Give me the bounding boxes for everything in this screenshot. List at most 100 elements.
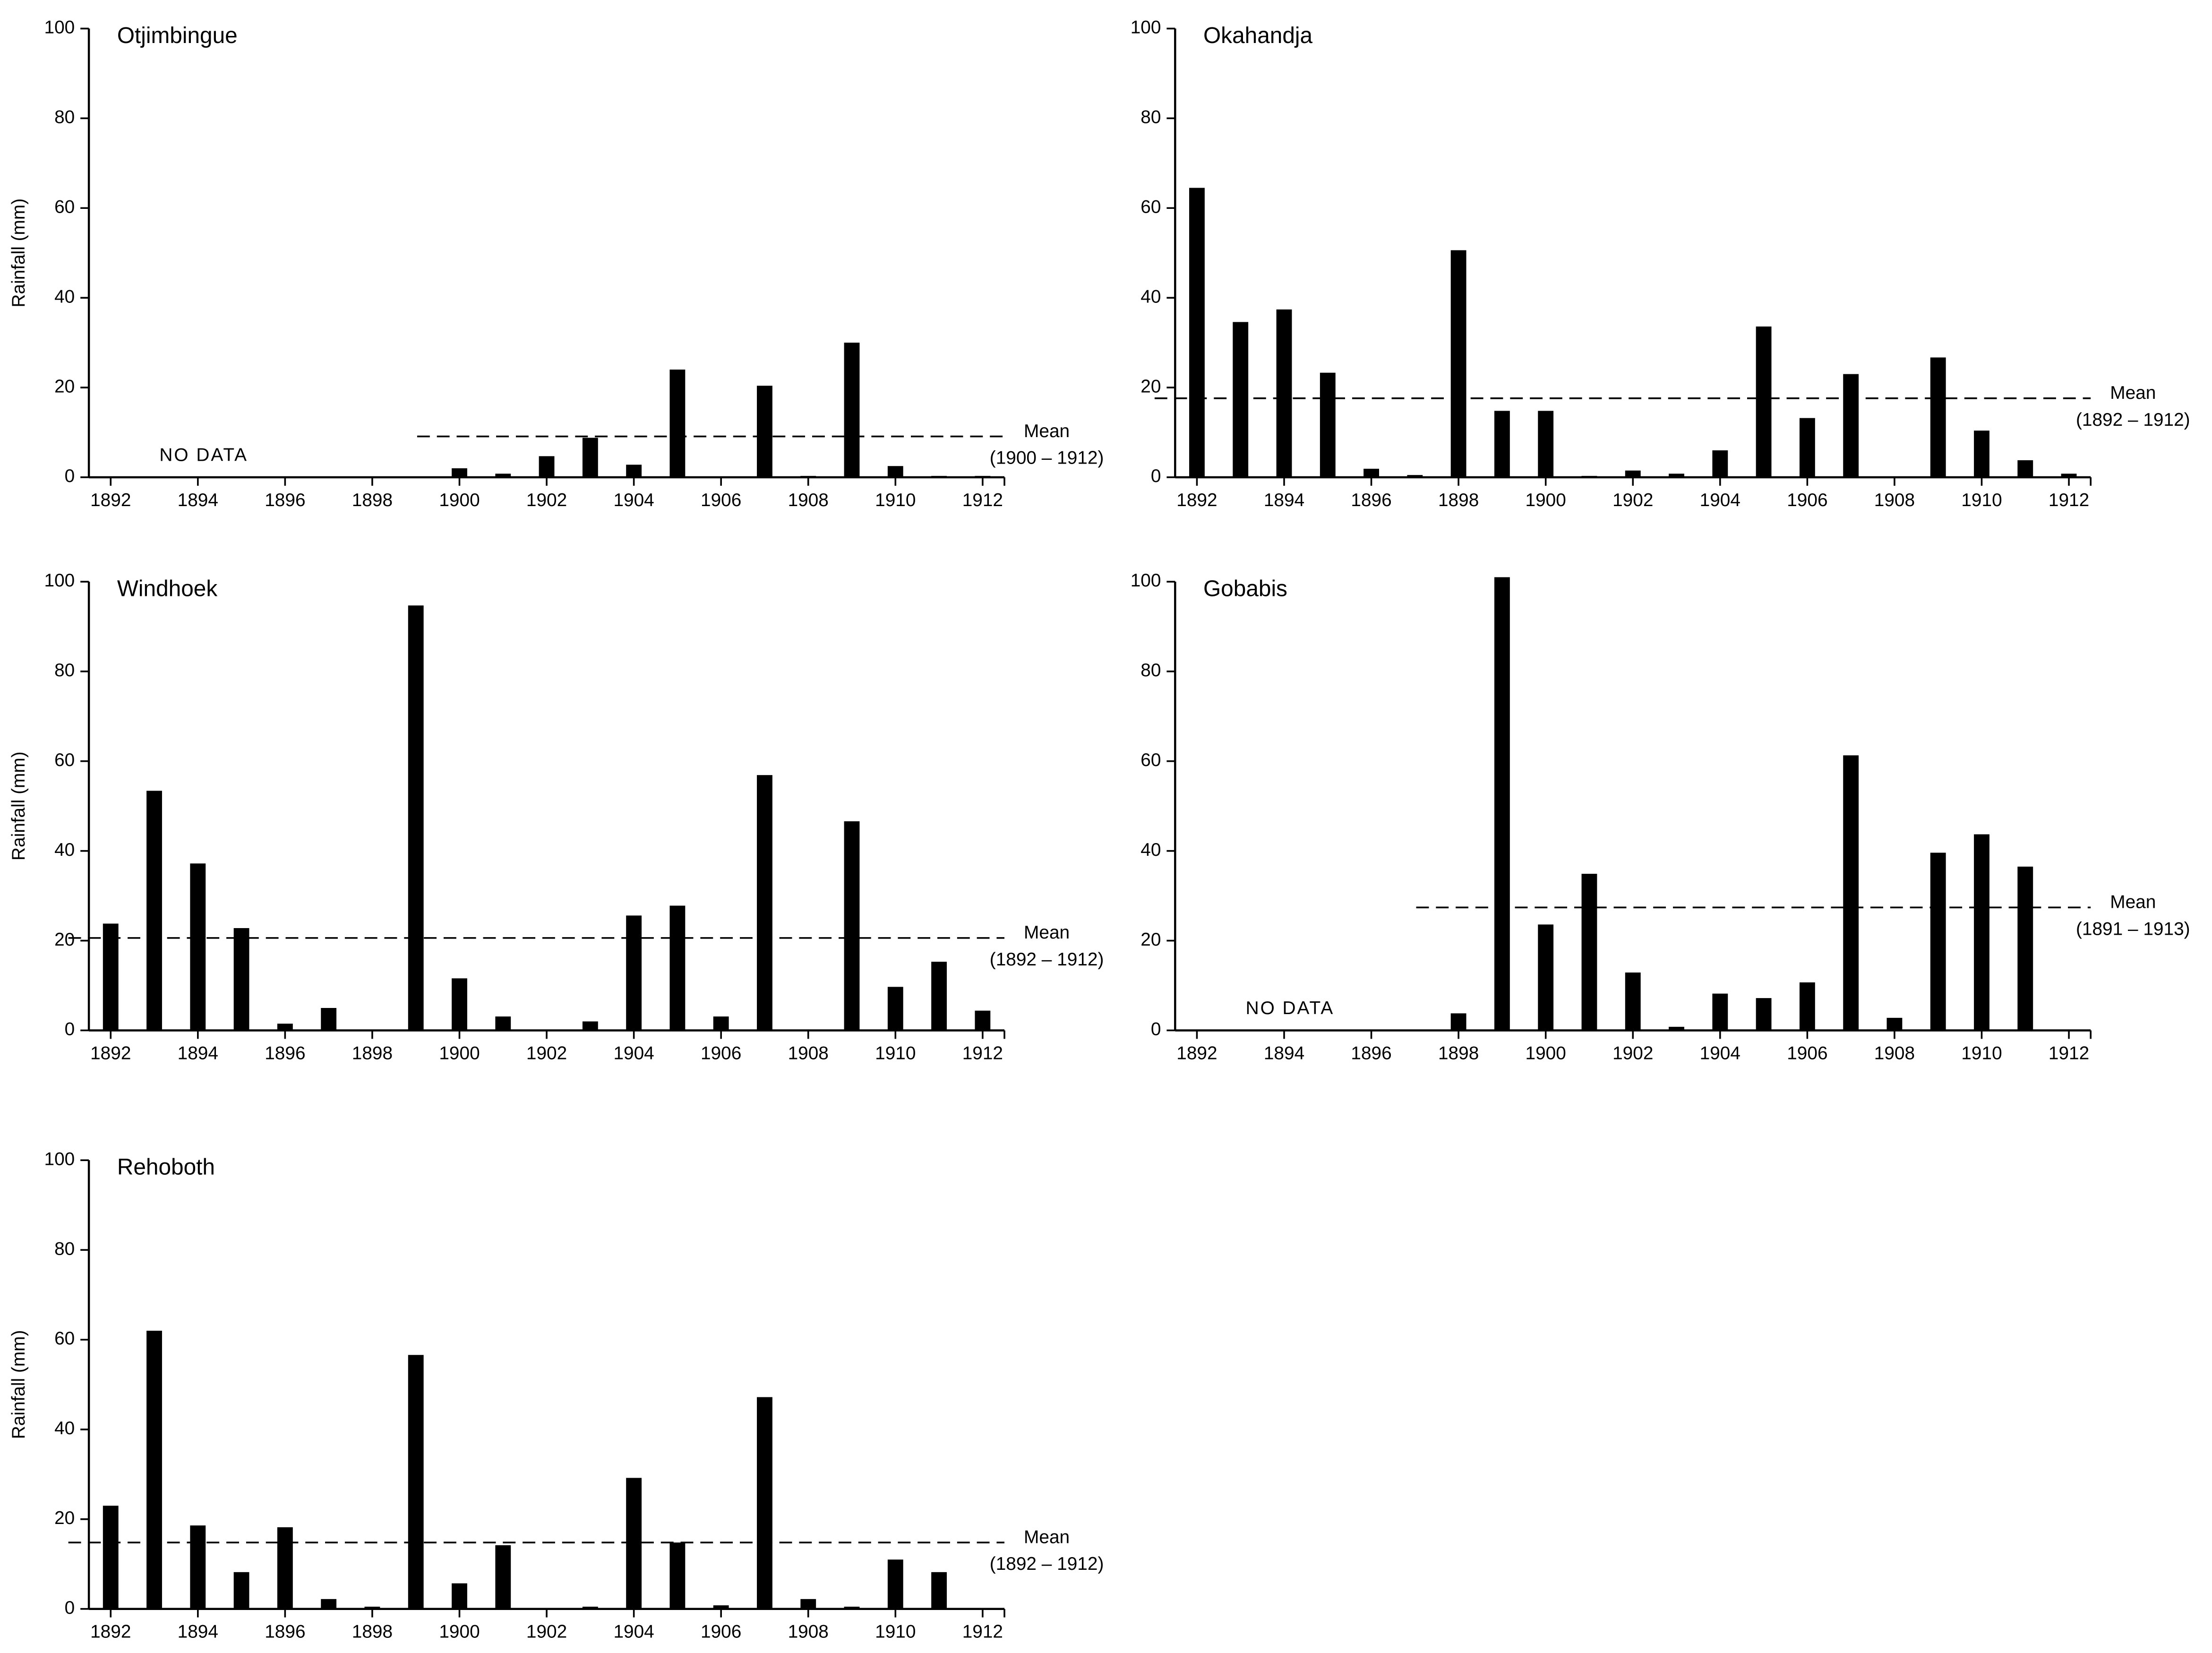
y-tick-label: 20 xyxy=(54,1508,75,1528)
bar xyxy=(626,465,642,477)
x-tick-label: 1892 xyxy=(90,1622,131,1642)
chart-title: Rehoboth xyxy=(117,1155,215,1180)
y-axis-label: Rainfall (mm) xyxy=(9,751,29,861)
x-tick-label: 1896 xyxy=(265,490,305,510)
bar xyxy=(1494,577,1510,1031)
bar xyxy=(1930,852,1946,1031)
bar xyxy=(582,1606,598,1609)
bar xyxy=(800,1599,816,1609)
x-tick-label: 1900 xyxy=(439,1622,480,1642)
x-tick-label: 1896 xyxy=(1351,1043,1391,1063)
bar xyxy=(408,1355,424,1609)
x-tick-label: 1894 xyxy=(178,1043,218,1063)
bar xyxy=(1843,755,1859,1031)
chart-title: Gobabis xyxy=(1203,576,1287,601)
y-tick-label: 40 xyxy=(54,1418,75,1438)
bar xyxy=(1799,982,1815,1031)
x-tick-label: 1894 xyxy=(1264,490,1304,510)
x-tick-label: 1892 xyxy=(90,490,131,510)
y-tick-label: 100 xyxy=(44,1149,75,1169)
bar xyxy=(582,1021,598,1031)
mean-label: Mean xyxy=(1024,1527,1070,1547)
x-tick-label: 1896 xyxy=(265,1043,305,1063)
bar xyxy=(757,1397,772,1609)
bar xyxy=(233,928,249,1031)
mean-period: (1891 – 1913) xyxy=(2076,919,2190,939)
bar xyxy=(1320,372,1336,477)
bar xyxy=(582,438,598,477)
bar xyxy=(1669,1026,1684,1031)
x-tick-label: 1912 xyxy=(962,1043,1003,1063)
x-tick-label: 1908 xyxy=(788,1622,829,1642)
x-tick-label: 1896 xyxy=(1351,490,1391,510)
x-tick-label: 1896 xyxy=(265,1622,305,1642)
bar xyxy=(2017,866,2033,1031)
bar xyxy=(887,466,903,477)
bar xyxy=(1886,1017,1903,1031)
mean-label: Mean xyxy=(1024,421,1070,441)
y-tick-label: 0 xyxy=(65,1019,75,1040)
x-tick-label: 1902 xyxy=(526,490,567,510)
bar xyxy=(1625,972,1641,1031)
bar xyxy=(1276,309,1292,477)
bar xyxy=(103,1506,119,1609)
bar xyxy=(1625,470,1641,477)
x-tick-label: 1906 xyxy=(701,490,741,510)
bar xyxy=(1450,250,1466,477)
y-tick-label: 40 xyxy=(54,286,75,307)
bar xyxy=(669,905,686,1031)
x-tick-label: 1904 xyxy=(613,490,654,510)
bar xyxy=(190,1525,206,1609)
x-tick-label: 1912 xyxy=(962,490,1003,510)
bar xyxy=(103,923,119,1031)
bar xyxy=(1974,430,1989,477)
mean-period: (1892 – 1912) xyxy=(2076,410,2190,430)
y-tick-label: 60 xyxy=(1140,197,1161,217)
mean-label: Mean xyxy=(2110,383,2156,403)
bar xyxy=(1233,322,1249,477)
x-tick-label: 1898 xyxy=(352,490,393,510)
y-tick-label: 0 xyxy=(65,1598,75,1618)
bar xyxy=(452,1583,467,1609)
y-tick-label: 80 xyxy=(1140,660,1161,680)
bar xyxy=(1930,357,1946,477)
x-tick-label: 1910 xyxy=(875,490,916,510)
y-tick-label: 80 xyxy=(54,1239,75,1259)
x-tick-label: 1906 xyxy=(701,1043,741,1063)
x-tick-label: 1904 xyxy=(613,1043,654,1063)
y-tick-label: 0 xyxy=(65,466,75,486)
chart-title: Okahandja xyxy=(1203,23,1312,48)
x-tick-label: 1898 xyxy=(352,1043,393,1063)
bar xyxy=(1756,998,1772,1031)
bar xyxy=(495,474,511,477)
bar xyxy=(1799,418,1815,477)
bar xyxy=(626,915,642,1031)
bar xyxy=(190,863,206,1031)
bar xyxy=(887,987,903,1031)
bar xyxy=(931,1572,947,1609)
bar xyxy=(975,476,991,477)
y-tick-label: 80 xyxy=(54,107,75,128)
x-tick-label: 1906 xyxy=(1787,490,1827,510)
mean-period: (1892 – 1912) xyxy=(990,1554,1104,1574)
bar xyxy=(1538,411,1554,477)
x-tick-label: 1900 xyxy=(439,1043,480,1063)
bar xyxy=(669,1542,686,1609)
x-tick-label: 1898 xyxy=(1438,490,1479,510)
bar xyxy=(408,605,424,1031)
bar xyxy=(539,456,555,477)
bar xyxy=(364,1606,380,1609)
x-tick-label: 1912 xyxy=(2049,1043,2089,1063)
y-tick-label: 60 xyxy=(54,1328,75,1349)
bar xyxy=(2017,460,2033,477)
bar xyxy=(1843,374,1859,477)
y-axis-label: Rainfall (mm) xyxy=(9,1330,29,1439)
bar xyxy=(844,343,860,477)
x-tick-label: 1894 xyxy=(178,490,218,510)
bar xyxy=(1756,326,1772,477)
x-tick-label: 1900 xyxy=(1526,490,1566,510)
y-tick-label: 100 xyxy=(44,570,75,591)
x-tick-label: 1912 xyxy=(2049,490,2089,510)
x-tick-label: 1900 xyxy=(439,490,480,510)
